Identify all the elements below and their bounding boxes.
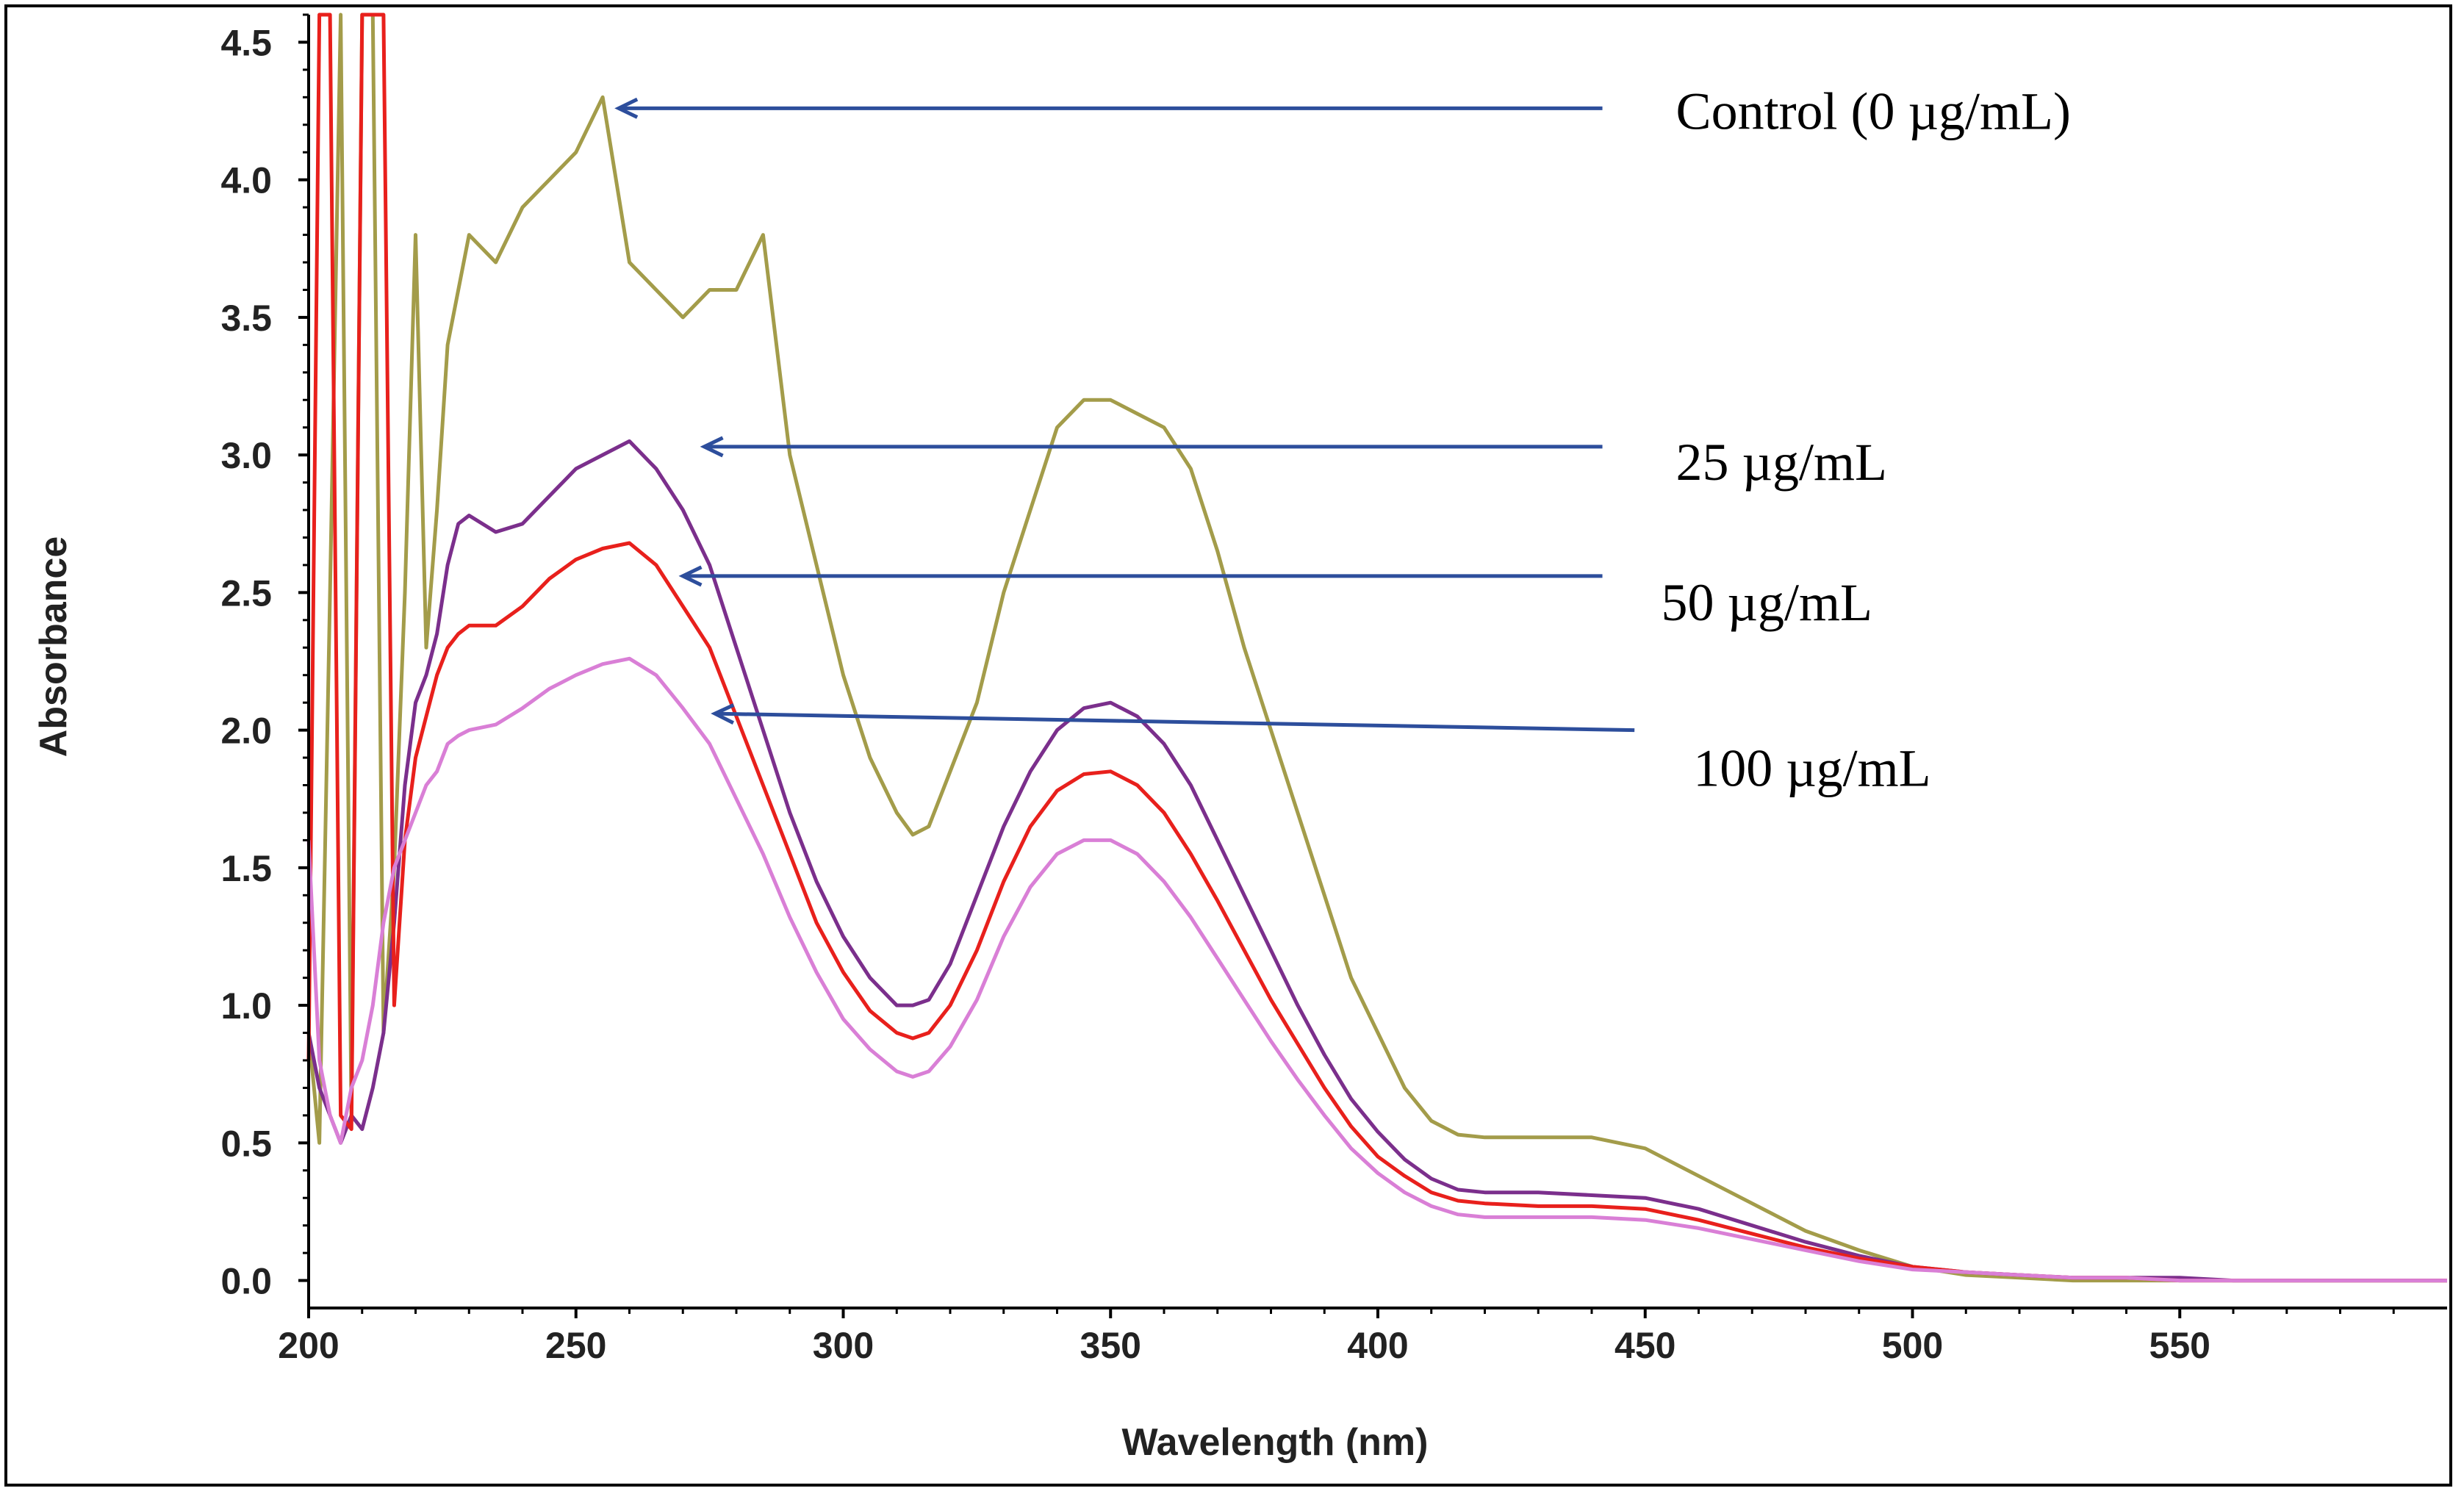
y-tick-label: 4.5 — [220, 22, 272, 63]
y-tick-label: 1.0 — [220, 985, 272, 1027]
annotation-100-arrow — [714, 711, 1635, 733]
y-tick-label: 2.5 — [220, 572, 272, 614]
chart-frame — [4, 4, 2452, 1487]
x-axis-title: Wavelength (nm) — [1122, 1421, 1429, 1464]
series-line-3 — [306, 656, 2447, 1283]
x-ticks: 200 250 300 350 400 450 500 550 — [278, 1308, 2395, 1366]
annotation-100-label: 100 µg/mL — [1693, 739, 1930, 798]
y-tick-label: 4.0 — [220, 160, 272, 201]
x-tick-label: 250 — [545, 1325, 606, 1366]
annotation-100-arrowhead — [711, 703, 735, 725]
x-tick-label: 300 — [813, 1325, 874, 1366]
series-line-2 — [306, 12, 2447, 1283]
y-tick-label: 3.5 — [220, 298, 272, 339]
series-line-0 — [306, 12, 2447, 1283]
x-tick-label: 450 — [1614, 1325, 1675, 1366]
annotation-25-arrowhead — [700, 436, 724, 458]
annotation-control-arrowhead — [614, 97, 639, 119]
y-tick-label: 0.0 — [220, 1261, 272, 1302]
y-tick-label: 2.0 — [220, 711, 272, 752]
annotation-50-arrowhead — [678, 565, 703, 587]
y-tick-label: 3.0 — [220, 435, 272, 476]
x-tick-label: 500 — [1882, 1325, 1943, 1366]
axes-layer — [307, 15, 2447, 1309]
x-tick-label: 350 — [1080, 1325, 1141, 1366]
annotation-control-label: Control (0 µg/mL) — [1676, 82, 2071, 140]
y-axis-title: Absorbance — [32, 536, 75, 758]
x-tick-label: 550 — [2149, 1325, 2210, 1366]
y-ticks: 0.0 0.5 1.0 1.5 2.0 2.5 3.0 3.5 4.0 4.5 — [220, 13, 309, 1302]
series-line-1 — [306, 439, 2447, 1283]
y-tick-label: 0.5 — [220, 1123, 272, 1164]
x-tick-label: 200 — [278, 1325, 339, 1366]
annotation-25-label: 25 µg/mL — [1676, 433, 1887, 492]
series-layer — [306, 12, 2447, 1283]
annotations: Control (0 µg/mL) 25 µg/mL 50 µg/mL 100 µg/… — [614, 82, 2071, 798]
y-tick-label: 1.5 — [220, 848, 272, 889]
annotation-50-label: 50 µg/mL — [1662, 573, 1872, 632]
x-tick-label: 400 — [1347, 1325, 1408, 1366]
